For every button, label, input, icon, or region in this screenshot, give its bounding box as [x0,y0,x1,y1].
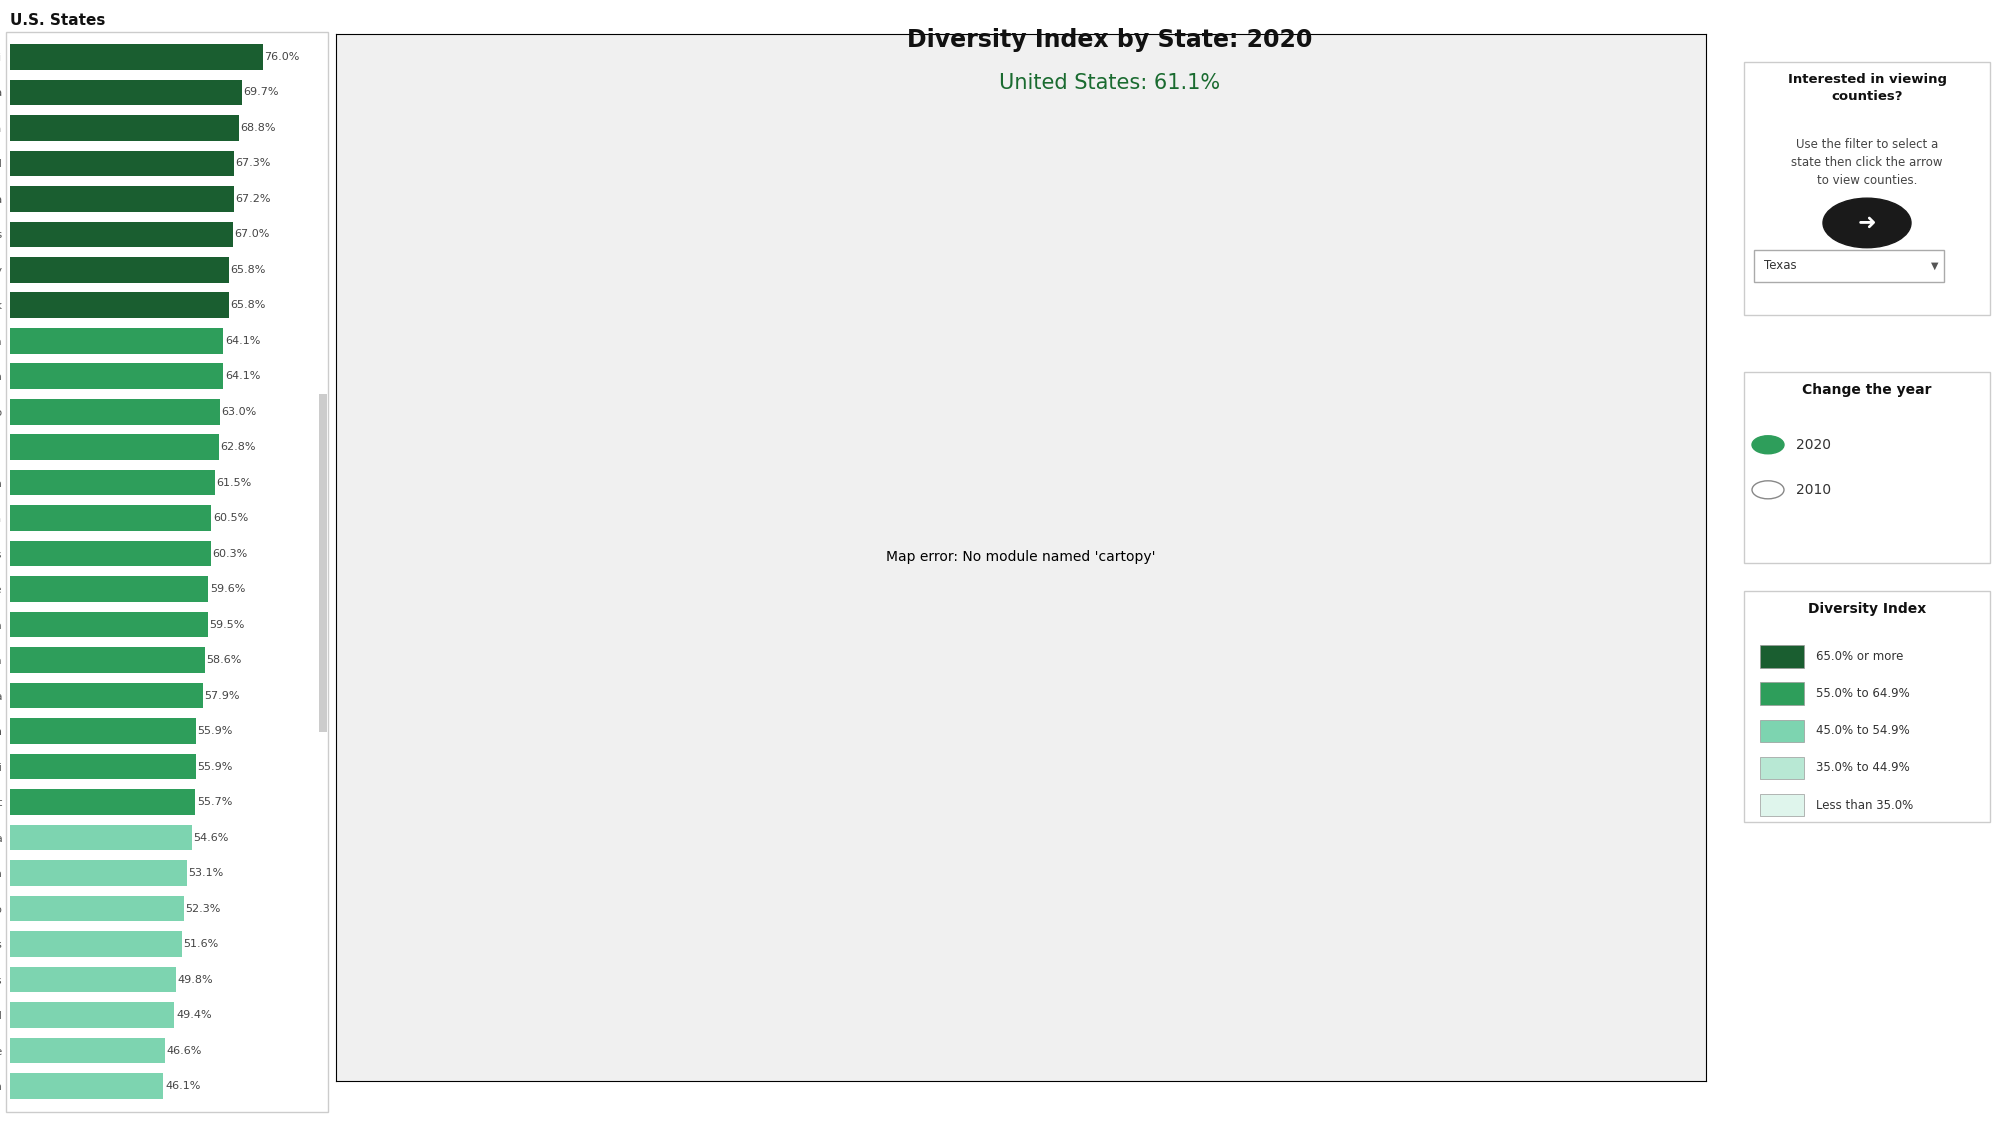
Text: 58.6%: 58.6% [206,655,242,665]
Bar [10,80,242,105]
Text: 65.8%: 65.8% [230,265,266,275]
Text: 55.7%: 55.7% [196,797,232,807]
Text: 62.8%: 62.8% [220,443,256,453]
Bar [10,399,220,425]
Bar [10,718,196,744]
Bar [10,470,214,495]
Text: 64.1%: 64.1% [224,336,260,346]
Bar [10,825,192,850]
Text: 64.1%: 64.1% [224,372,260,382]
Bar [10,860,186,886]
Text: 61.5%: 61.5% [216,477,252,488]
Text: Diversity Index: Diversity Index [1808,602,1926,616]
Text: Less than 35.0%: Less than 35.0% [1816,798,1914,812]
Text: 2020: 2020 [1796,438,1832,452]
Text: 76.0%: 76.0% [264,52,300,62]
Bar [10,435,218,461]
Text: 59.6%: 59.6% [210,584,246,595]
Text: 59.5%: 59.5% [210,619,244,629]
Text: 57.9%: 57.9% [204,690,240,700]
Text: 65.8%: 65.8% [230,301,266,311]
Text: Interested in viewing
counties?: Interested in viewing counties? [1788,73,1946,104]
Text: 63.0%: 63.0% [222,406,256,417]
Text: United States: 61.1%: United States: 61.1% [1000,73,1220,93]
Text: 60.3%: 60.3% [212,548,248,558]
Bar [10,115,238,141]
Bar [10,1073,164,1099]
Text: 49.4%: 49.4% [176,1010,212,1020]
Text: ▼: ▼ [1930,261,1938,270]
Text: ➜: ➜ [1858,213,1876,233]
Bar [10,540,210,566]
Text: 53.1%: 53.1% [188,868,224,878]
Bar [10,577,208,602]
Text: Use the filter to select a
state then click the arrow
to view counties.: Use the filter to select a state then cl… [1792,138,1942,188]
Text: 46.6%: 46.6% [166,1046,202,1055]
Text: 45.0% to 54.9%: 45.0% to 54.9% [1816,724,1910,738]
Text: 49.8%: 49.8% [178,975,212,984]
Bar [10,222,232,247]
Text: U.S. States: U.S. States [10,14,106,28]
Bar [10,967,176,992]
Text: 55.0% to 64.9%: 55.0% to 64.9% [1816,687,1910,700]
Text: 35.0% to 44.9%: 35.0% to 44.9% [1816,761,1910,775]
Bar [10,931,182,957]
Bar [10,328,224,354]
Text: Texas: Texas [1764,259,1796,272]
Bar [10,896,184,921]
Bar [10,506,212,531]
Bar [10,151,234,176]
Bar [10,364,224,388]
Bar [10,754,196,779]
Text: 54.6%: 54.6% [194,832,228,842]
Text: 69.7%: 69.7% [244,88,280,97]
Bar [10,789,196,815]
Bar [10,1002,174,1028]
Text: 60.5%: 60.5% [212,513,248,524]
Text: 68.8%: 68.8% [240,123,276,133]
Text: 55.9%: 55.9% [198,761,232,771]
Bar [10,682,202,708]
Bar [10,257,228,283]
Text: 67.0%: 67.0% [234,230,270,240]
Text: 52.3%: 52.3% [186,903,222,913]
Text: Map error: No module named 'cartopy': Map error: No module named 'cartopy' [886,551,1156,564]
Text: 51.6%: 51.6% [184,939,218,949]
Text: 46.1%: 46.1% [166,1081,200,1091]
Bar [10,293,228,318]
Text: 67.3%: 67.3% [236,159,270,168]
Text: 55.9%: 55.9% [198,726,232,736]
Bar [10,1038,166,1063]
Bar [10,647,204,673]
Text: 2010: 2010 [1796,483,1832,497]
Text: 67.2%: 67.2% [236,194,270,204]
Bar [10,611,208,637]
Text: Change the year: Change the year [1802,383,1932,396]
Text: Diversity Index by State: 2020: Diversity Index by State: 2020 [908,28,1312,52]
Bar [10,44,262,70]
Bar [10,186,234,212]
Text: 65.0% or more: 65.0% or more [1816,650,1904,663]
